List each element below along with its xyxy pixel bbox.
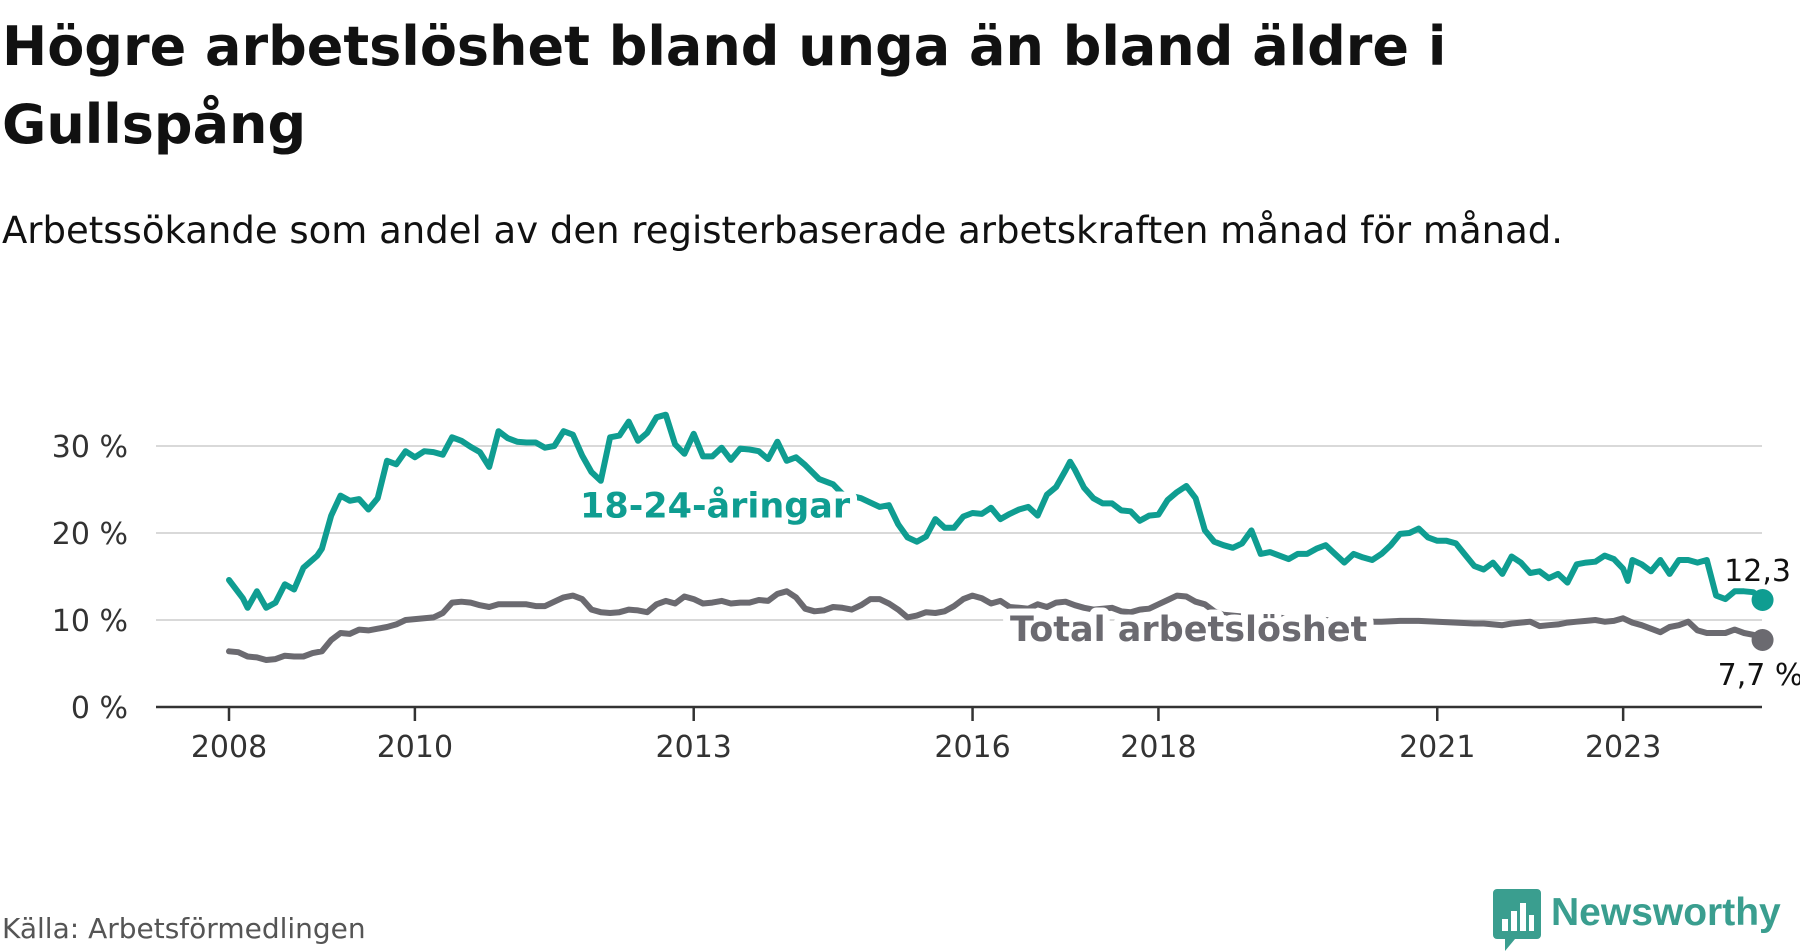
x-tick-label-2023: 2023 — [1585, 730, 1661, 765]
x-tick-label-2010: 2010 — [377, 730, 453, 765]
x-tick-label-2016: 2016 — [934, 730, 1010, 765]
x-axis-ticks: 2008 2010 2013 2016 2018 2021 2023 — [191, 707, 1661, 765]
series-label-18-24-aringar-halo: 18-24-åringar — [580, 485, 851, 526]
series-line-total-arbetsloshet — [226, 588, 1766, 663]
end-point-total — [1751, 629, 1774, 652]
x-tick-label-2021: 2021 — [1399, 730, 1475, 765]
chart-title: Högre arbetslöshet bland unga än bland ä… — [2, 15, 1447, 156]
newsworthy-logo-icon — [1493, 889, 1541, 951]
end-label-18-24: 12,3 % — [1724, 554, 1800, 589]
x-tick-label-2008: 2008 — [191, 730, 267, 765]
x-tick-label-2018: 2018 — [1120, 730, 1196, 765]
y-axis-tick-labels: 0 % 10 % 20 % 30 % — [52, 430, 128, 726]
line-chart: 0 % 10 % 20 % 30 % 2008 2010 2013 2016 2018 2021… — [52, 411, 1800, 765]
brand-name: Newsworthy — [1551, 891, 1781, 934]
series-labels: 12,3 %7,7 %18-24-åringar18-24-åringarTot… — [573, 478, 1800, 693]
series-label-total-arbetsloshet-halo: Total arbetslöshet — [1010, 610, 1367, 650]
y-tick-label-30: 30 % — [52, 430, 128, 465]
y-tick-label-0: 0 % — [71, 691, 128, 726]
grid-lines — [156, 445, 1762, 621]
source-note: Källa: Arbetsförmedlingen — [2, 912, 366, 945]
chart-subtitle: Arbetssökande som andel av den registerb… — [2, 209, 1563, 252]
series-label-total-arbetsloshet: Total arbetslöshet — [1010, 610, 1367, 650]
y-tick-label-10: 10 % — [52, 604, 128, 639]
end-label-total: 7,7 % — [1718, 658, 1800, 693]
y-tick-label-20: 20 % — [52, 517, 128, 552]
series-line-18-24-aringar — [226, 411, 1766, 611]
end-point-18-24 — [1751, 588, 1774, 611]
series-lines — [226, 411, 1774, 663]
series-label-18-24-aringar: 18-24-åringar — [580, 485, 851, 526]
x-tick-label-2013: 2013 — [656, 730, 732, 765]
